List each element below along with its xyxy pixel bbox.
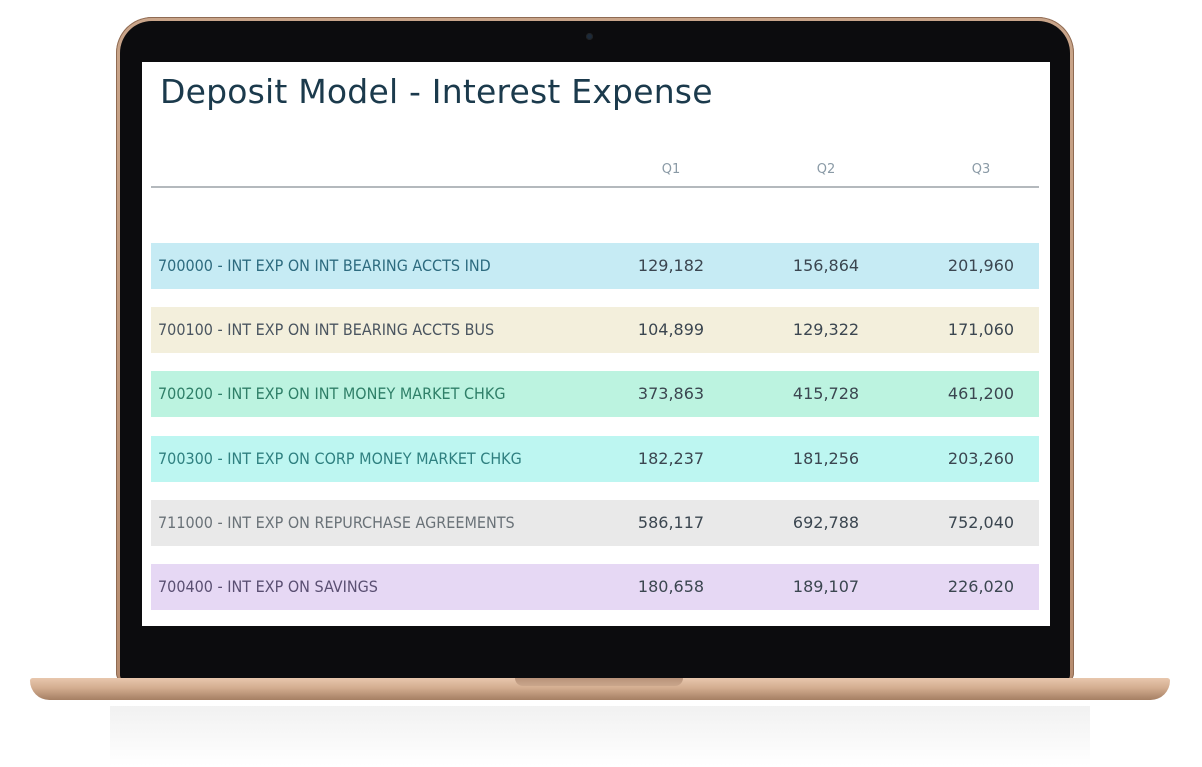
table-row: 700100 - INT EXP ON INT BEARING ACCTS BU… bbox=[151, 307, 1039, 353]
q1-value: 180,658 bbox=[637, 577, 705, 596]
header-divider bbox=[151, 186, 1039, 188]
row-label: 700100 - INT EXP ON INT BEARING ACCTS BU… bbox=[158, 320, 495, 339]
row-label: 700000 - INT EXP ON INT BEARING ACCTS IN… bbox=[158, 256, 491, 275]
column-header-q3: Q3 bbox=[971, 162, 991, 177]
q2-value: 181,256 bbox=[792, 449, 860, 468]
q3-value: 201,960 bbox=[947, 256, 1015, 275]
table-row: 700200 - INT EXP ON INT MONEY MARKET CHK… bbox=[151, 371, 1039, 417]
report-screen: Deposit Model - Interest Expense Q1 Q2 Q… bbox=[142, 62, 1050, 626]
q1-value: 129,182 bbox=[637, 256, 705, 275]
column-header-q2: Q2 bbox=[816, 162, 836, 177]
lid-opening-notch bbox=[515, 678, 683, 686]
floor-reflection bbox=[110, 706, 1090, 766]
laptop-base bbox=[30, 678, 1170, 700]
column-header-q1: Q1 bbox=[661, 162, 681, 177]
camera-icon bbox=[586, 33, 593, 40]
row-label: 700400 - INT EXP ON SAVINGS bbox=[158, 577, 378, 596]
q3-value: 461,200 bbox=[947, 384, 1015, 403]
table-row: 700400 - INT EXP ON SAVINGS 180,658 189,… bbox=[151, 564, 1039, 610]
q2-value: 692,788 bbox=[792, 513, 860, 532]
q3-value: 203,260 bbox=[947, 449, 1015, 468]
q1-value: 373,863 bbox=[637, 384, 705, 403]
q3-value: 226,020 bbox=[947, 577, 1015, 596]
q3-value: 752,040 bbox=[947, 513, 1015, 532]
row-label: 700200 - INT EXP ON INT MONEY MARKET CHK… bbox=[158, 384, 506, 403]
table-row: 700000 - INT EXP ON INT BEARING ACCTS IN… bbox=[151, 243, 1039, 289]
row-label: 711000 - INT EXP ON REPURCHASE AGREEMENT… bbox=[158, 513, 515, 532]
table-row: 711000 - INT EXP ON REPURCHASE AGREEMENT… bbox=[151, 500, 1039, 546]
table-row: 700300 - INT EXP ON CORP MONEY MARKET CH… bbox=[151, 436, 1039, 482]
q2-value: 415,728 bbox=[792, 384, 860, 403]
row-label: 700300 - INT EXP ON CORP MONEY MARKET CH… bbox=[158, 449, 522, 468]
page-title: Deposit Model - Interest Expense bbox=[160, 72, 713, 111]
q1-value: 104,899 bbox=[637, 320, 705, 339]
q2-value: 129,322 bbox=[792, 320, 860, 339]
q2-value: 189,107 bbox=[792, 577, 860, 596]
q3-value: 171,060 bbox=[947, 320, 1015, 339]
q1-value: 182,237 bbox=[637, 449, 705, 468]
q2-value: 156,864 bbox=[792, 256, 860, 275]
q1-value: 586,117 bbox=[637, 513, 705, 532]
